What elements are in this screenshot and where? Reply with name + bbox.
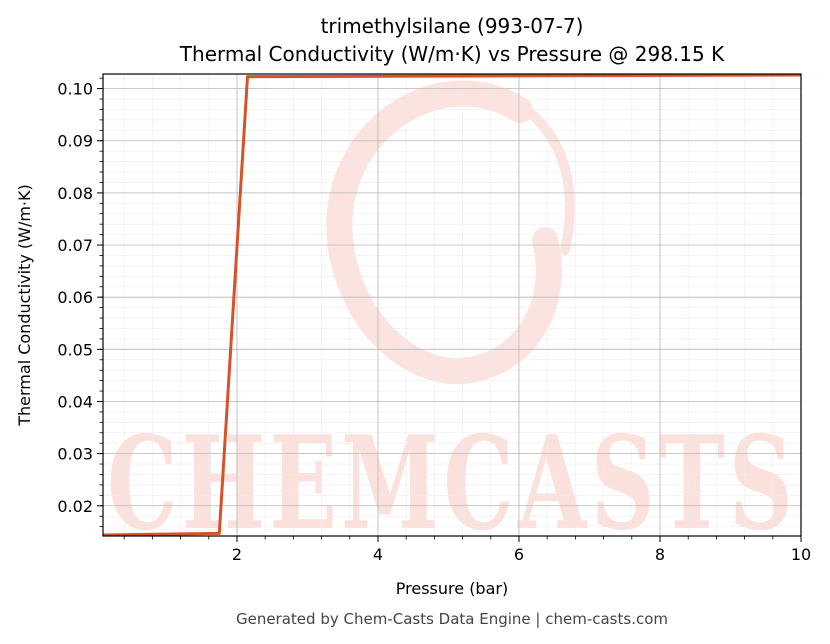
- y-tick-label: 0.08: [57, 184, 93, 203]
- x-tick-label: 6: [514, 545, 524, 564]
- y-tick-label: 0.05: [57, 340, 93, 359]
- axis-ticks: [97, 77, 802, 542]
- x-tick-label: 10: [791, 545, 811, 564]
- y-tick-label: 0.03: [57, 445, 93, 464]
- y-tick-label: 0.04: [57, 392, 93, 411]
- footer-text: Generated by Chem-Casts Data Engine | ch…: [236, 610, 668, 628]
- tick-labels: 2 4 6 8 10 0.02 0.03 0.04 0.05 0.06 0.07 0.08 0.09 0.…: [57, 80, 811, 564]
- y-tick-label: 0.10: [57, 80, 93, 99]
- y-tick-label: 0.09: [57, 132, 93, 151]
- x-axis-label: Pressure (bar): [396, 579, 508, 598]
- x-tick-label: 2: [232, 545, 242, 564]
- y-axis-label: Thermal Conductivity (W/m·K): [15, 184, 34, 427]
- chart-subtitle: Thermal Conductivity (W/m·K) vs Pressure…: [179, 42, 725, 66]
- plot-frame: [102, 73, 802, 537]
- chart-title: trimethylsilane (993-07-7): [321, 14, 584, 38]
- x-tick-label: 4: [373, 545, 383, 564]
- x-tick-label: 8: [655, 545, 665, 564]
- watermark: CHEMCASTS: [107, 80, 791, 559]
- y-tick-label: 0.06: [57, 288, 93, 307]
- series-layer: [102, 73, 802, 537]
- series-line: [102, 73, 802, 537]
- watermark-swirl-icon: [326, 80, 575, 385]
- y-tick-label: 0.07: [57, 236, 93, 255]
- major-grid: [103, 74, 802, 536]
- y-tick-label: 0.02: [57, 497, 93, 516]
